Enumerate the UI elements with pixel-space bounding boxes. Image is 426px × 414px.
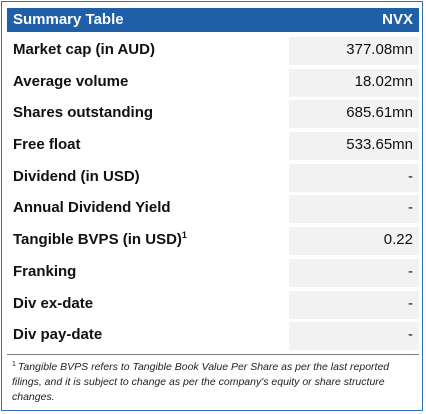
table-row: Dividend (in USD) - [7,163,419,192]
table-row: Div pay-date - [7,322,419,351]
table-title: Summary Table [13,11,124,28]
row-value: 533.65mn [289,132,419,161]
row-value: - [289,163,419,192]
table-row: Shares outstanding 685.61mn [7,100,419,129]
row-label: Div pay-date [13,326,103,344]
row-value: - [289,322,419,351]
row-label: Div ex-date [13,294,94,312]
table-body: Market cap (in AUD) 377.08mn Average vol… [7,37,419,354]
table-row: Market cap (in AUD) 377.08mn [7,37,419,65]
table-row: Free float 533.65mn [7,132,419,161]
row-value: - [289,290,419,319]
footnote-text: Tangible BVPS refers to Tangible Book Va… [12,361,390,403]
row-value: 18.02mn [289,68,419,97]
row-label: Tangible BVPS (in USD)1 [13,230,187,249]
row-value: 0.22 [289,227,419,256]
row-value: - [289,195,419,224]
row-label: Shares outstanding [13,104,154,122]
row-value: 685.61mn [289,100,419,129]
table-row: Average volume 18.02mn [7,68,419,97]
table-row: Franking - [7,258,419,287]
footnote: 1 Tangible BVPS refers to Tangible Book V… [12,360,416,405]
table-row: Div ex-date - [7,290,419,319]
row-value: 377.08mn [289,37,419,65]
footnote-marker: 1 [181,230,187,241]
footnote-number: 1 [12,360,16,368]
footnote-divider [7,354,419,355]
row-label: Free float [13,136,81,154]
row-label: Annual Dividend Yield [13,199,171,217]
table-row: Tangible BVPS (in USD)1 0.22 [7,227,419,256]
ticker-symbol: NVX [382,11,413,28]
row-label: Market cap (in AUD) [13,41,155,58]
table-row: Annual Dividend Yield - [7,195,419,224]
table-header: Summary Table NVX [7,8,419,32]
row-label: Franking [13,262,77,280]
row-label: Average volume [13,72,129,90]
row-value: - [289,258,419,287]
row-label: Dividend (in USD) [13,167,140,185]
